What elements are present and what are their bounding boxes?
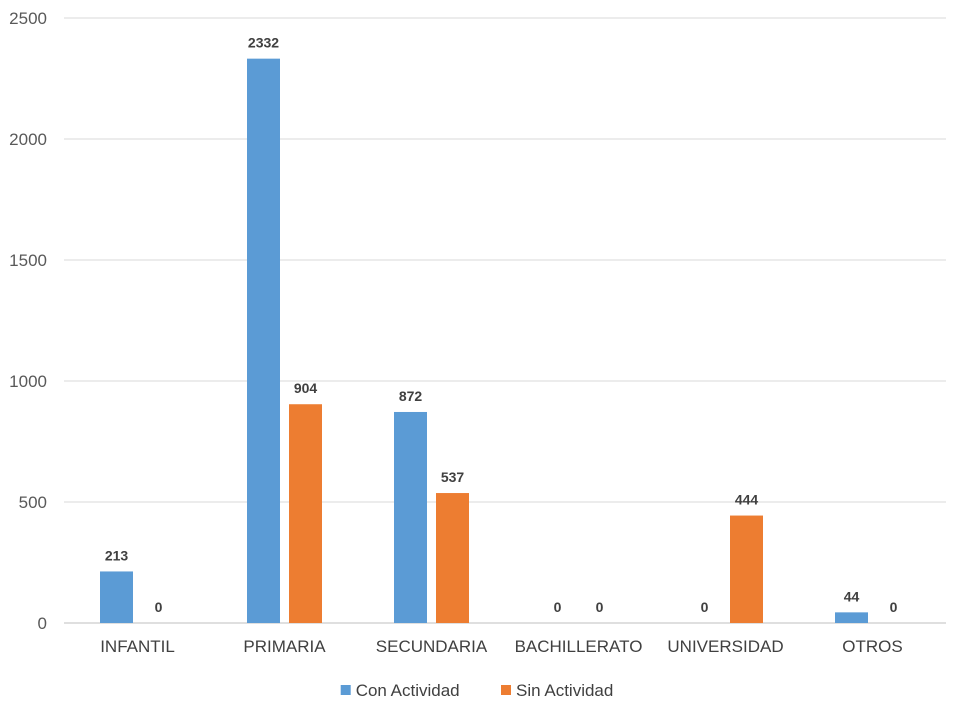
y-tick-label: 1000 xyxy=(9,372,47,391)
bar-secundaria-0 xyxy=(394,411,427,623)
bar-otros-0 xyxy=(835,612,868,623)
x-category-label: SECUNDARIA xyxy=(376,637,488,656)
data-label: 213 xyxy=(105,547,129,563)
y-tick-label: 1500 xyxy=(9,251,47,270)
legend-swatch-0 xyxy=(340,685,351,695)
data-label: 2332 xyxy=(248,35,279,51)
data-label: 0 xyxy=(701,599,709,615)
bar-primaria-0 xyxy=(247,58,280,623)
data-label: 0 xyxy=(596,599,604,615)
x-category-label: INFANTIL xyxy=(100,637,175,656)
data-label: 0 xyxy=(890,599,898,615)
y-axis-ticks: 0 500 1000 1500 2000 2500 xyxy=(9,9,47,633)
x-category-label: PRIMARIA xyxy=(243,637,326,656)
data-label: 444 xyxy=(735,492,759,508)
data-label: 44 xyxy=(844,588,860,604)
data-label: 537 xyxy=(441,469,465,485)
legend: Con Actividad Sin Actividad xyxy=(340,681,613,700)
x-axis-categories: INFANTIL PRIMARIA SECUNDARIA BACHILLERATO UN… xyxy=(100,637,903,656)
x-category-label: UNIVERSIDAD xyxy=(667,637,783,656)
legend-label-0: Con Actividad xyxy=(356,681,460,700)
data-label: 904 xyxy=(294,380,318,396)
bars xyxy=(100,58,868,623)
y-tick-label: 0 xyxy=(38,614,47,633)
bar-universidad-1 xyxy=(730,515,763,623)
bar-secundaria-1 xyxy=(436,493,469,623)
x-category-label: OTROS xyxy=(842,637,902,656)
legend-label-1: Sin Actividad xyxy=(516,681,613,700)
y-tick-label: 2000 xyxy=(9,130,47,149)
y-tick-label: 500 xyxy=(19,493,47,512)
data-label: 872 xyxy=(399,388,423,404)
data-label: 0 xyxy=(554,599,562,615)
data-label: 0 xyxy=(155,599,163,615)
x-category-label: BACHILLERATO xyxy=(515,637,643,656)
y-tick-label: 2500 xyxy=(9,9,47,28)
bar-primaria-1 xyxy=(289,404,322,623)
bar-infantil-0 xyxy=(100,571,133,623)
gridlines xyxy=(64,17,946,624)
legend-swatch-1 xyxy=(501,685,511,695)
